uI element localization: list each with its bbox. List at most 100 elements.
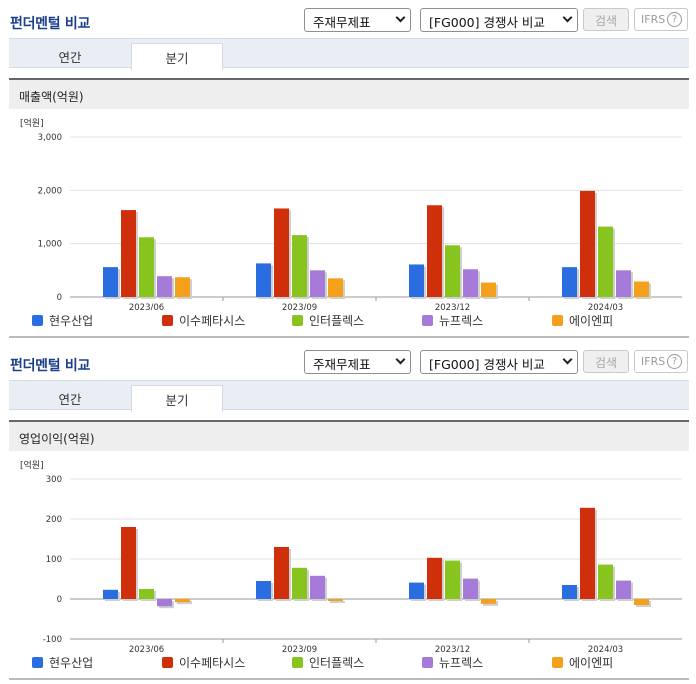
- chevron-down-icon: [562, 12, 573, 23]
- y-tick-label: -100: [43, 635, 62, 645]
- legend-swatch: [292, 657, 303, 668]
- sales-bar-chart: [억원] 3,000 2,000 1,000 0 2023/06 2023/09 2023/…: [20, 117, 682, 310]
- bar-shadow: [330, 601, 345, 603]
- help-icon[interactable]: ?: [667, 12, 682, 27]
- legend-swatch: [32, 315, 43, 326]
- x-tick-label: 2023/06: [129, 303, 164, 310]
- legend-swatch: [552, 657, 563, 668]
- legend-item[interactable]: 현우산업: [32, 312, 93, 329]
- legend-swatch: [162, 657, 173, 668]
- operating-profit-bar-chart: [억원] 300 200 100 0 -100 2023/06 2023/09 2023/12…: [20, 459, 682, 652]
- chevron-down-icon: [395, 12, 406, 23]
- fundamental-compare-panel-sales: 펀더멘털 비교 주재무제표 [FG000] 경쟁사 비교 검색 IFRS ? 연…: [9, 8, 689, 338]
- tab-annual[interactable]: 연간: [58, 50, 82, 65]
- divider: [9, 678, 689, 680]
- x-tick-label: 2023/06: [129, 645, 164, 652]
- bar: [409, 582, 424, 599]
- legend-swatch: [292, 315, 303, 326]
- peer-group-value: [FG000] 경쟁사 비교: [429, 357, 545, 372]
- y-tick-label: 2,000: [38, 186, 62, 196]
- bar: [445, 560, 460, 599]
- bar: [463, 269, 478, 297]
- panel-title: 펀더멘털 비교: [10, 358, 91, 374]
- bar: [598, 564, 613, 599]
- statement-type-value: 주재무제표: [313, 15, 371, 30]
- section-title: 매출액(억원): [9, 78, 689, 109]
- legend-item[interactable]: 현우산업: [32, 654, 93, 671]
- bar: [580, 190, 595, 297]
- divider: [9, 336, 689, 338]
- help-icon[interactable]: ?: [667, 354, 682, 369]
- bar: [427, 205, 442, 297]
- y-axis-unit: [억원]: [20, 459, 44, 471]
- period-tabs: 연간 분기: [9, 380, 689, 412]
- bar: [157, 599, 172, 607]
- bar: [121, 210, 136, 297]
- chart-legend: 현우산업 이수페타시스 인터플렉스 뉴프렉스 에이엔피: [0, 654, 696, 672]
- bar: [328, 599, 343, 601]
- ifrs-label: IFRS: [641, 355, 666, 368]
- y-tick-label: 0: [57, 293, 62, 303]
- legend-item[interactable]: 인터플렉스: [292, 312, 364, 329]
- bar: [103, 589, 118, 599]
- statement-type-select[interactable]: 주재무제표: [304, 8, 411, 32]
- y-tick-label: 0: [57, 595, 62, 605]
- x-tick-label: 2024/03: [588, 645, 623, 652]
- legend-item[interactable]: 이수페타시스: [162, 654, 245, 671]
- legend-label: 에이엔피: [569, 656, 614, 670]
- tab-quarterly[interactable]: 분기: [131, 385, 223, 412]
- bar: [634, 281, 649, 297]
- legend-swatch: [422, 657, 433, 668]
- legend-item[interactable]: 이수페타시스: [162, 312, 245, 329]
- legend-label: 이수페타시스: [179, 314, 246, 328]
- legend-item[interactable]: 뉴프렉스: [422, 312, 483, 329]
- section-title: 영업이익(억원): [9, 420, 689, 451]
- ifrs-label: IFRS: [641, 13, 666, 26]
- bar: [562, 267, 577, 297]
- ifrs-button[interactable]: IFRS ?: [634, 8, 688, 31]
- statement-type-value: 주재무제표: [313, 357, 371, 372]
- y-tick-label: 100: [46, 555, 62, 565]
- bar: [310, 270, 325, 297]
- tab-annual[interactable]: 연간: [58, 392, 82, 407]
- bar: [580, 507, 595, 599]
- peer-group-select[interactable]: [FG000] 경쟁사 비교: [420, 350, 578, 374]
- bar: [427, 557, 442, 599]
- legend-label: 이수페타시스: [179, 656, 246, 670]
- ifrs-button[interactable]: IFRS ?: [634, 350, 688, 373]
- bar: [256, 581, 271, 599]
- bar: [175, 277, 190, 297]
- statement-type-select[interactable]: 주재무제표: [304, 350, 411, 374]
- bar: [121, 527, 136, 599]
- y-tick-label: 3,000: [38, 133, 62, 143]
- legend-label: 에이엔피: [569, 314, 614, 328]
- search-button[interactable]: 검색: [583, 8, 629, 31]
- x-tick-label: 2024/03: [588, 303, 623, 310]
- x-tick-label: 2023/09: [282, 303, 317, 310]
- bar: [562, 585, 577, 599]
- panel-title: 펀더멘털 비교: [10, 16, 91, 32]
- bar: [292, 567, 307, 599]
- legend-item[interactable]: 에이엔피: [552, 312, 613, 329]
- period-tabs: 연간 분기: [9, 38, 689, 70]
- bar: [481, 282, 496, 297]
- y-tick-label: 1,000: [38, 240, 62, 250]
- y-axis-unit: [억원]: [20, 117, 44, 129]
- bar: [103, 267, 118, 297]
- tab-quarterly[interactable]: 분기: [131, 43, 223, 70]
- legend-item[interactable]: 인터플렉스: [292, 654, 364, 671]
- bar: [598, 226, 613, 297]
- peer-group-select[interactable]: [FG000] 경쟁사 비교: [420, 8, 578, 32]
- chevron-down-icon: [562, 354, 573, 365]
- legend-item[interactable]: 뉴프렉스: [422, 654, 483, 671]
- bar: [310, 575, 325, 599]
- legend-swatch: [552, 315, 563, 326]
- bar: [274, 208, 289, 297]
- legend-swatch: [32, 657, 43, 668]
- legend-label: 현우산업: [49, 656, 94, 670]
- search-button[interactable]: 검색: [583, 350, 629, 373]
- bar: [292, 235, 307, 297]
- legend-item[interactable]: 에이엔피: [552, 654, 613, 671]
- bar: [409, 264, 424, 297]
- bar: [139, 589, 154, 599]
